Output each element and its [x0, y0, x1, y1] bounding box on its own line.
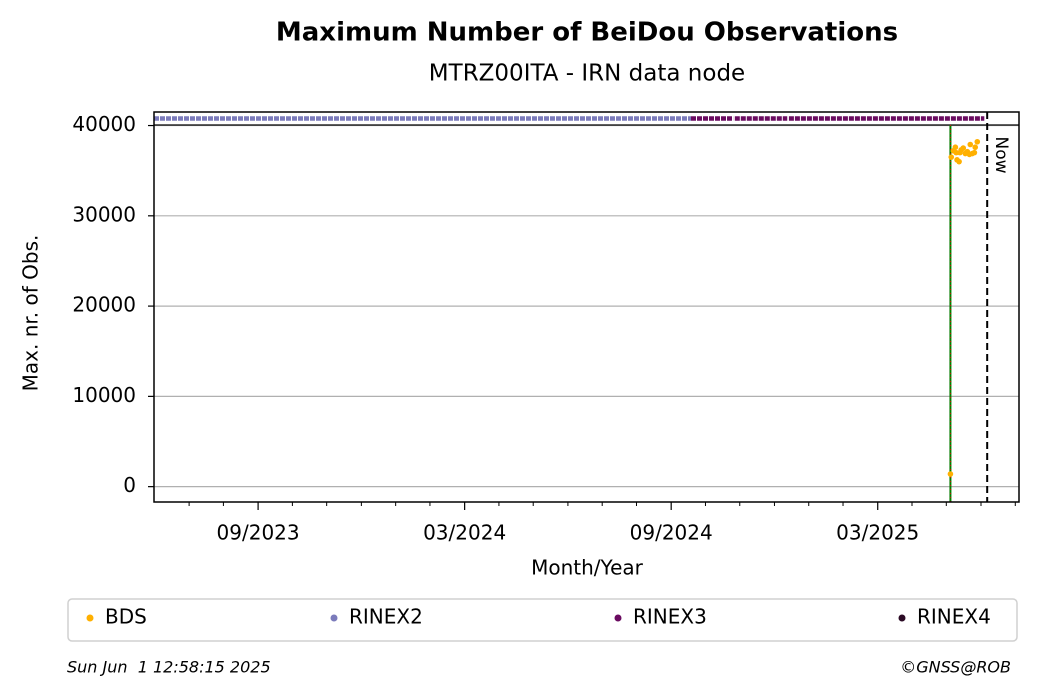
legend-marker [330, 614, 338, 622]
legend-marker [898, 614, 906, 622]
x-tick-label: 03/2025 [836, 521, 919, 545]
data-point [972, 144, 979, 151]
y-tick-label: 30000 [72, 202, 136, 226]
data-point [947, 471, 954, 477]
plot-frame [153, 111, 1020, 503]
y-tick-label: 10000 [72, 383, 136, 407]
legend-marker [614, 614, 622, 622]
footer-date: Sun Jun 1 12:58:15 2025 [67, 658, 271, 677]
legend-label: BDS [105, 605, 147, 629]
x-axis-label: Month/Year [531, 556, 644, 580]
y-axis-label: Max. nr. of Obs. [19, 235, 43, 392]
legend-label: RINEX3 [633, 605, 707, 629]
data-point [956, 158, 962, 165]
data-point [974, 138, 981, 145]
chart-title: Maximum Number of BeiDou Observations [276, 18, 898, 48]
y-tick-label: 20000 [72, 293, 136, 317]
data-point [971, 149, 978, 156]
y-tick-label: 0 [123, 473, 136, 497]
legend-box [67, 598, 1018, 642]
x-tick-label: 09/2024 [630, 521, 713, 545]
data-point [967, 141, 974, 148]
legend-label: RINEX2 [349, 605, 423, 629]
legend-marker [86, 614, 94, 622]
data-point [960, 145, 967, 151]
footer-credit: ©GNSS@ROB [900, 658, 1011, 677]
x-tick-label: 09/2023 [217, 521, 300, 545]
data-point [952, 144, 959, 151]
y-tick-label: 40000 [72, 112, 136, 136]
x-tick-label: 03/2024 [423, 521, 506, 545]
chart-subtitle: MTRZ00ITA - IRN data node [429, 61, 745, 87]
data-point [948, 154, 955, 160]
legend-label: RINEX4 [917, 605, 991, 629]
now-label: Now [991, 136, 1011, 173]
